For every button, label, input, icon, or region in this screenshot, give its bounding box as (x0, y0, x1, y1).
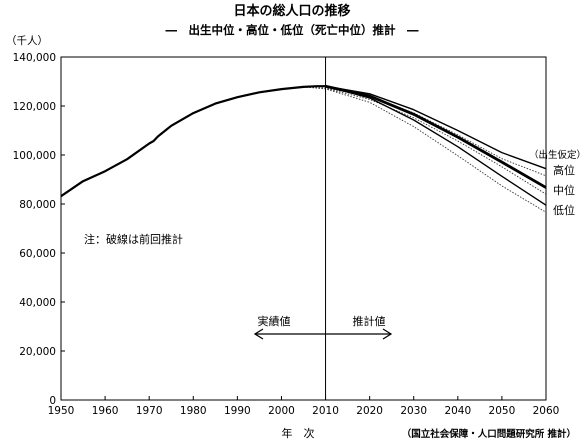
arrow-head-left (253, 328, 264, 340)
x-tick-label: 2060 (533, 405, 560, 417)
x-tick-label: 1990 (224, 405, 251, 417)
source-text: （国立社会保障・人口問題研究所 推計） (402, 428, 576, 440)
x-tick-label: 2030 (400, 405, 427, 417)
series-line (303, 86, 547, 177)
x-tick-label: 1980 (180, 405, 207, 417)
series-line (303, 86, 547, 195)
note-text: 注：破線は前回推計 (84, 232, 183, 246)
annotation-projection: 推計値 (353, 314, 386, 328)
series-line (60, 85, 326, 198)
end-label-low: 低位 (553, 203, 575, 217)
series-layer (60, 84, 547, 213)
y-axis-unit-label: （千人） (6, 35, 48, 47)
end-label-mid: 中位 (553, 183, 575, 197)
x-tick-label: 2040 (444, 405, 471, 417)
x-axis: 1950 1960 1970 1980 1990 2000 2010 2020 2030 2040… (48, 396, 560, 417)
y-axis: 0 20,000 40,000 60,000 80,000 100,000 120,000 1… (13, 52, 65, 407)
plot-frame (60, 56, 547, 401)
y-tick-label: 100,000 (13, 150, 56, 162)
y-tick-label: 120,000 (13, 101, 56, 113)
double-arrow (253, 328, 393, 340)
y-tick-label: 40,000 (19, 297, 56, 309)
y-tick-label: 140,000 (13, 52, 56, 64)
y-tick-label: 20,000 (19, 346, 56, 358)
annotation-actual: 実績値 (258, 314, 291, 328)
chart-title: 日本の総人口の推移 (233, 3, 350, 19)
series-line (303, 86, 547, 213)
arrow-head-right (382, 328, 393, 340)
x-tick-label: 2010 (312, 405, 339, 417)
x-tick-label: 2020 (356, 405, 383, 417)
x-tick-label: 2000 (268, 405, 295, 417)
series-line (325, 85, 547, 170)
x-tick-label: 1960 (92, 405, 119, 417)
y-tick-label: 0 (49, 395, 56, 407)
legend-header: （出生仮定） (529, 149, 580, 161)
x-tick-label: 2050 (489, 405, 516, 417)
series-line (325, 85, 547, 206)
chart-subtitle: ― 出生中位・高位・低位（死亡中位）推計 ― (166, 23, 419, 37)
x-tick-label: 1950 (48, 405, 75, 417)
x-axis-label: 年 次 (282, 426, 315, 440)
x-tick-label: 1970 (136, 405, 163, 417)
series-line (325, 84, 547, 189)
end-label-high: 高位 (553, 163, 575, 177)
y-tick-label: 60,000 (19, 248, 56, 260)
y-tick-label: 80,000 (19, 199, 56, 211)
